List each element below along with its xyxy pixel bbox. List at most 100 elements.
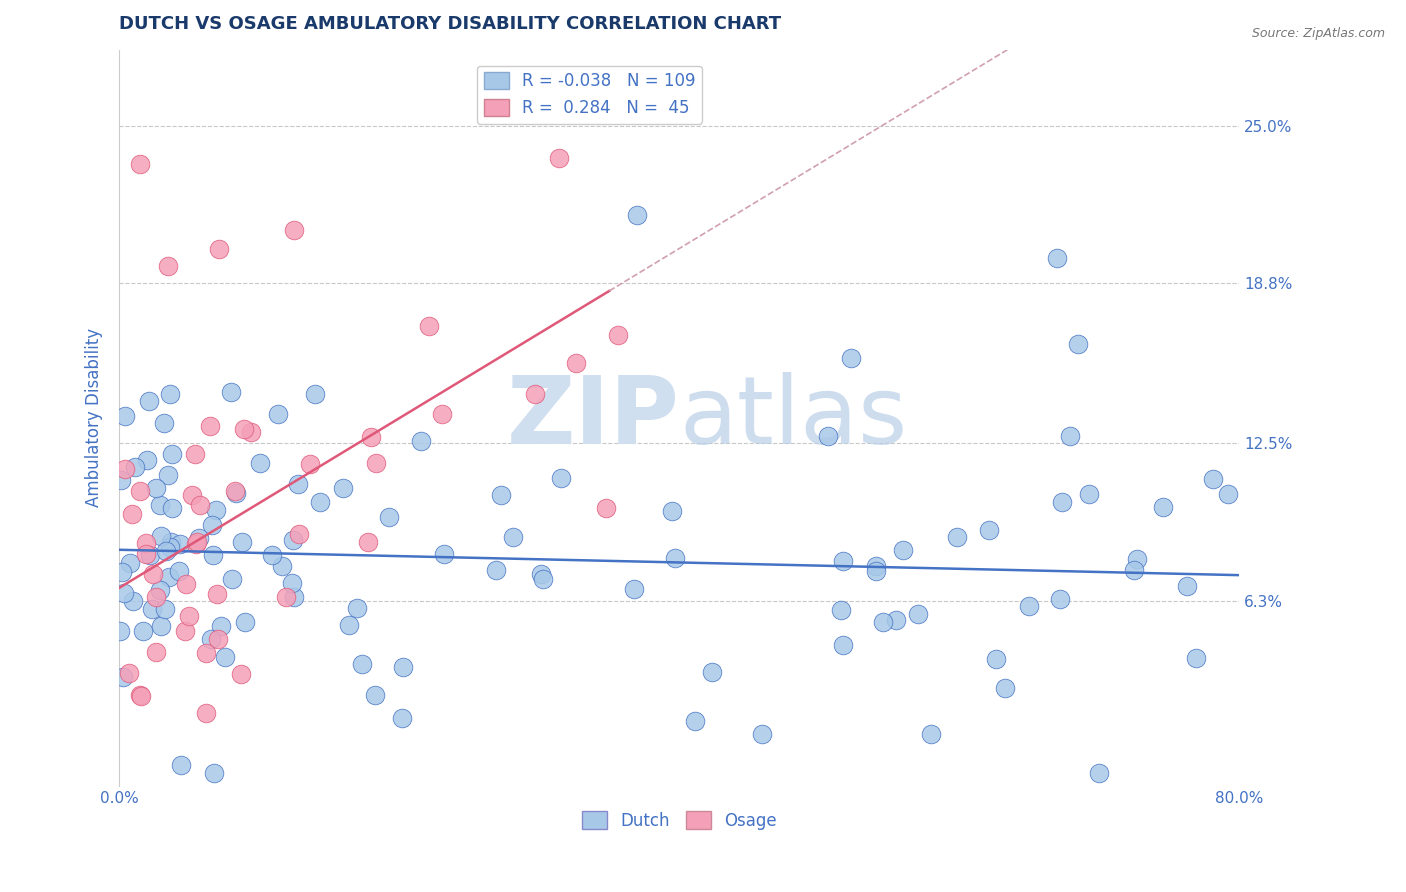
Point [145,481,167,495]
Point [145,644,167,658]
Point [169,537,191,551]
Point [564,356,586,370]
Point [751,727,773,741]
Point [830,603,852,617]
Point [865,558,887,573]
Point [1018,599,1040,613]
Point [683,714,706,729]
Point [524,387,547,401]
Point [270,558,292,573]
Point [607,328,630,343]
Point [1067,336,1090,351]
Point [195,646,218,660]
Point [145,591,167,605]
Point [181,488,204,502]
Point [548,152,571,166]
Point [626,208,648,222]
Point [550,471,572,485]
Point [392,660,415,674]
Point [131,624,153,639]
Point [198,418,221,433]
Point [188,531,211,545]
Point [177,609,200,624]
Point [946,530,969,544]
Text: atlas: atlas [679,372,907,464]
Point [391,711,413,725]
Point [378,510,401,524]
Point [135,547,157,561]
Point [129,688,152,702]
Point [231,535,253,549]
Point [350,657,373,672]
Point [129,484,152,499]
Point [159,387,181,401]
Point [156,467,179,482]
Point [502,530,524,544]
Point [839,351,862,365]
Point [225,486,247,500]
Point [281,575,304,590]
Point [160,535,183,549]
Point [986,652,1008,666]
Point [122,593,145,607]
Point [1049,592,1071,607]
Y-axis label: Ambulatory Disability: Ambulatory Disability [86,328,103,508]
Point [409,434,432,448]
Point [530,566,553,581]
Point [249,456,271,470]
Point [112,669,135,683]
Point [149,618,172,632]
Point [907,607,929,622]
Point [283,223,305,237]
Point [623,582,645,596]
Point [283,590,305,604]
Point [531,572,554,586]
Text: Source: ZipAtlas.com: Source: ZipAtlas.com [1251,27,1385,40]
Point [1122,563,1144,577]
Point [661,504,683,518]
Point [214,649,236,664]
Point [920,727,942,741]
Point [1046,251,1069,265]
Point [233,615,256,629]
Point [141,602,163,616]
Point [357,535,380,549]
Point [485,563,508,577]
Point [129,157,152,171]
Point [111,566,134,580]
Point [430,408,453,422]
Point [1184,651,1206,665]
Point [281,533,304,548]
Point [209,618,232,632]
Point [872,615,894,630]
Point [184,446,207,460]
Text: ZIP: ZIP [506,372,679,464]
Text: DUTCH VS OSAGE AMBULATORY DISABILITY CORRELATION CHART: DUTCH VS OSAGE AMBULATORY DISABILITY COR… [120,15,782,33]
Point [202,548,225,562]
Point [112,586,135,600]
Point [129,689,152,703]
Point [200,632,222,646]
Point [121,507,143,521]
Point [201,518,224,533]
Point [229,667,252,681]
Point [148,498,170,512]
Point [124,460,146,475]
Point [184,537,207,551]
Point [267,408,290,422]
Point [1059,429,1081,443]
Legend: Dutch, Osage: Dutch, Osage [575,805,783,837]
Point [114,409,136,423]
Point [332,482,354,496]
Point [1202,472,1225,486]
Point [202,766,225,780]
Point [346,600,368,615]
Point [160,500,183,515]
Point [1218,486,1240,500]
Point [114,461,136,475]
Point [287,527,309,541]
Point [891,542,914,557]
Point [149,529,172,543]
Point [489,488,512,502]
Point [1175,579,1198,593]
